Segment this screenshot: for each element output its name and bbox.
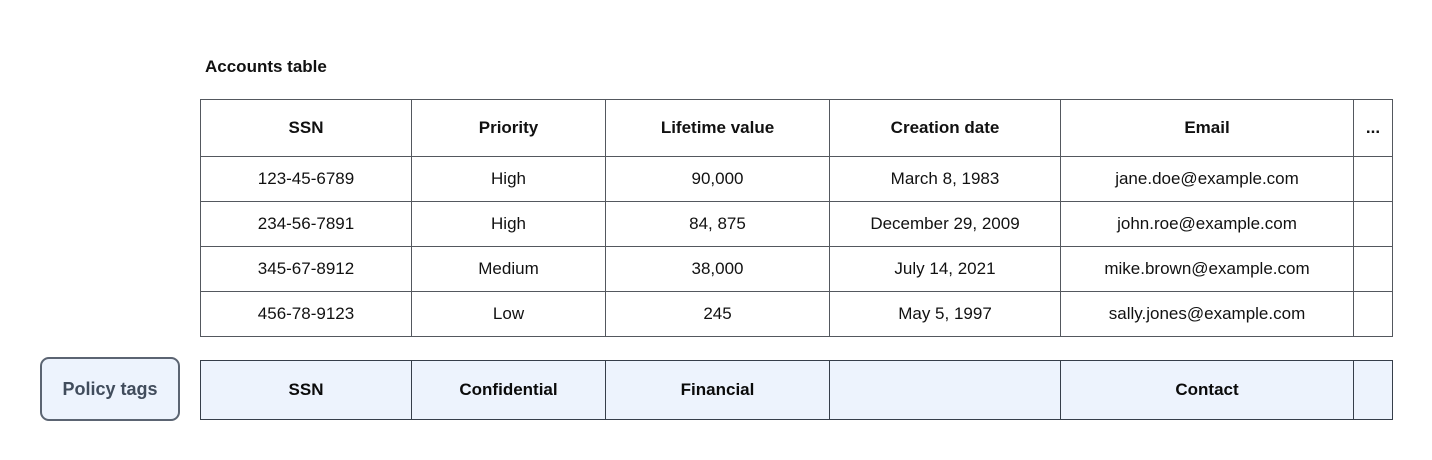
cell-ssn: 234-56-7891 (200, 201, 412, 247)
cell-priority: High (411, 201, 606, 247)
cell-lifetime-value: 84, 875 (605, 201, 830, 247)
cell-creation-date: March 8, 1983 (829, 156, 1061, 202)
accounts-table-title: Accounts table (205, 57, 327, 76)
table-row: 234-56-7891 High 84, 875 December 29, 20… (200, 201, 1393, 247)
cell-more (1353, 291, 1393, 337)
column-header-lifetime-value: Lifetime value (605, 99, 830, 157)
cell-email: jane.doe@example.com (1060, 156, 1354, 202)
cell-lifetime-value: 245 (605, 291, 830, 337)
accounts-table: SSN Priority Lifetime value Creation dat… (200, 99, 1393, 337)
column-header-email: Email (1060, 99, 1354, 157)
policy-tag-empty-creation-date (829, 360, 1061, 420)
accounts-table-header-row: SSN Priority Lifetime value Creation dat… (200, 99, 1393, 157)
cell-ssn: 123-45-6789 (200, 156, 412, 202)
cell-ssn: 345-67-8912 (200, 246, 412, 292)
policy-tag-ssn: SSN (200, 360, 412, 420)
cell-more (1353, 246, 1393, 292)
column-header-priority: Priority (411, 99, 606, 157)
cell-priority: Medium (411, 246, 606, 292)
cell-priority: High (411, 156, 606, 202)
policy-tags-row: SSN Confidential Financial Contact (200, 360, 1393, 420)
column-header-ssn: SSN (200, 99, 412, 157)
cell-ssn: 456-78-9123 (200, 291, 412, 337)
cell-lifetime-value: 38,000 (605, 246, 830, 292)
table-row: 456-78-9123 Low 245 May 5, 1997 sally.jo… (200, 291, 1393, 337)
cell-priority: Low (411, 291, 606, 337)
cell-email: sally.jones@example.com (1060, 291, 1354, 337)
column-header-more-ellipsis: ... (1353, 99, 1393, 157)
policy-tag-empty-more (1353, 360, 1393, 420)
cell-creation-date: December 29, 2009 (829, 201, 1061, 247)
cell-creation-date: July 14, 2021 (829, 246, 1061, 292)
policy-tag-financial: Financial (605, 360, 830, 420)
cell-more (1353, 201, 1393, 247)
policy-tags-cells: SSN Confidential Financial Contact (200, 360, 1393, 420)
table-row: 123-45-6789 High 90,000 March 8, 1983 ja… (200, 156, 1393, 202)
column-header-creation-date: Creation date (829, 99, 1061, 157)
policy-tags-label: Policy tags (40, 357, 180, 421)
cell-more (1353, 156, 1393, 202)
policy-tag-contact: Contact (1060, 360, 1354, 420)
cell-email: john.roe@example.com (1060, 201, 1354, 247)
cell-creation-date: May 5, 1997 (829, 291, 1061, 337)
policy-tag-confidential: Confidential (411, 360, 606, 420)
table-row: 345-67-8912 Medium 38,000 July 14, 2021 … (200, 246, 1393, 292)
cell-email: mike.brown@example.com (1060, 246, 1354, 292)
cell-lifetime-value: 90,000 (605, 156, 830, 202)
